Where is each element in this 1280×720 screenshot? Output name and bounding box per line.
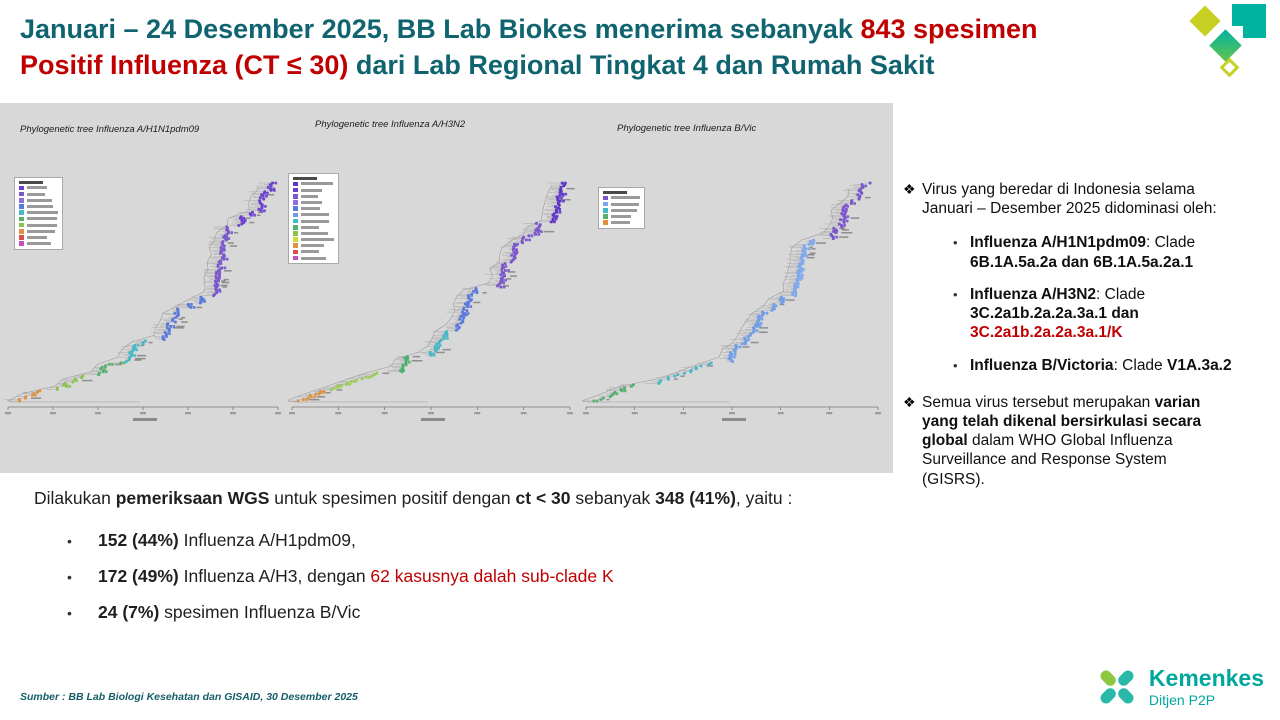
clade-value: 3C.2a1b.2a.2a.3a.1 dan bbox=[970, 305, 1139, 323]
kemenkes-subtitle: Ditjen P2P bbox=[1148, 692, 1216, 709]
institution-logo-icon bbox=[1189, 4, 1266, 78]
clade-sep: : Clade bbox=[1113, 356, 1167, 374]
clade-name: Influenza A/H1N1pdm09 bbox=[970, 234, 1146, 252]
title-highlight-2: Positif Influenza (CT ≤ 30) bbox=[20, 49, 349, 80]
clade-name: Influenza B/Victoria bbox=[970, 356, 1114, 374]
wgs-seg-bold: pemeriksaan WGS bbox=[115, 488, 270, 508]
wgs-item-text: 152 (44%) Influenza A/H1pdm09, bbox=[98, 530, 356, 552]
gisrs-text: Semua virus tersebut merupakan varian ya… bbox=[922, 393, 1228, 489]
clade-text-h3n2: Influenza A/H3N2: Clade 3C.2a1b.2a.2a.3a… bbox=[970, 285, 1242, 343]
clade-value: 6B.1A.5a.2a dan 6B.1A.5a.2a.1 bbox=[970, 253, 1194, 271]
kemenkes-name: Kemenkes bbox=[1148, 664, 1264, 691]
wgs-item-list: • 152 (44%) Influenza A/H1pdm09, • 172 (… bbox=[34, 530, 879, 624]
wgs-seg-bold: 348 (41%) bbox=[655, 488, 736, 508]
kemenkes-wordmark: Kemenkes Ditjen P2P bbox=[1149, 666, 1264, 708]
wgs-section: Dilakukan pemeriksaan WGS untuk spesimen… bbox=[34, 487, 879, 638]
diamond-bullet-icon: ❖ bbox=[903, 181, 916, 197]
kemenkes-logo-icon bbox=[1100, 670, 1134, 704]
wgs-seg: , yaitu : bbox=[735, 488, 793, 508]
clade-item-h3n2: • Influenza A/H3N2: Clade 3C.2a1b.2a.2a.… bbox=[953, 285, 1255, 343]
tree-label-h1n1: Phylogenetic tree Influenza A/H1N1pdm09 bbox=[20, 124, 200, 135]
wgs-intro: Dilakukan pemeriksaan WGS untuk spesimen… bbox=[34, 487, 879, 510]
phylogenetic-panel: Phylogenetic tree Influenza A/H1N1pdm09 … bbox=[0, 103, 893, 473]
phylo-tree-h1n1-figure bbox=[4, 181, 281, 421]
dot-bullet-icon: • bbox=[953, 286, 958, 302]
clade-name: Influenza A/H3N2 bbox=[970, 285, 1097, 303]
gisrs-seg-1: Semua virus tersebut merupakan bbox=[922, 393, 1155, 411]
clade-sep: : Clade bbox=[1146, 234, 1196, 252]
clade-text-h1n1: Influenza A/H1N1pdm09: Clade 6B.1A.5a.2a… bbox=[970, 233, 1242, 271]
wgs-item-text: 24 (7%) spesimen Influenza B/Vic bbox=[98, 602, 360, 624]
phylo-tree-bvic-figure bbox=[582, 181, 881, 421]
virus-summary-text: Virus yang beredar di Indonesia selama J… bbox=[922, 181, 1217, 218]
wgs-seg-bold: ct < 30 bbox=[515, 488, 571, 508]
clade-item-bvic: • Influenza B/Victoria: Clade V1A.3a.2 bbox=[953, 356, 1255, 375]
wgs-desc-highlight: 62 kasusnya dalah sub-clade K bbox=[370, 565, 614, 586]
wgs-seg: Dilakukan bbox=[34, 488, 116, 508]
tree-label-bvic: Phylogenetic tree Influenza B/Vic bbox=[617, 123, 757, 134]
dot-bullet-icon: • bbox=[953, 357, 958, 373]
wgs-item-text: 172 (49%) Influenza A/H3, dengan 62 kasu… bbox=[98, 566, 614, 588]
tree-legend bbox=[14, 177, 63, 250]
institution-logo bbox=[1188, 2, 1274, 87]
wgs-count: 152 (44%) bbox=[98, 529, 179, 550]
clade-value: V1A.3a.2 bbox=[1166, 356, 1232, 374]
clade-item-h1n1: • Influenza A/H1N1pdm09: Clade 6B.1A.5a.… bbox=[953, 233, 1255, 271]
phylo-tree-h3n2-figure bbox=[288, 181, 575, 421]
dot-bullet-icon: • bbox=[953, 235, 958, 251]
wgs-desc: spesimen Influenza B/Vic bbox=[159, 601, 361, 622]
wgs-seg: untuk spesimen positif dengan bbox=[269, 488, 516, 508]
wgs-count: 24 (7%) bbox=[98, 601, 160, 622]
wgs-count: 172 (49%) bbox=[98, 565, 179, 586]
dot-bullet-icon: • bbox=[67, 604, 72, 621]
gisrs-seg-2: dalam WHO Global Influenza Surveillance … bbox=[922, 432, 1173, 488]
source-note: Sumber : BB Lab Biologi Kesehatan dan GI… bbox=[20, 691, 358, 703]
wgs-item-h1: • 152 (44%) Influenza A/H1pdm09, bbox=[34, 530, 879, 552]
gisrs-seg-bold: varian yang telah dikenal bersirkulasi s… bbox=[922, 393, 1202, 450]
tree-legend bbox=[598, 187, 645, 229]
kemenkes-logo: Kemenkes Ditjen P2P bbox=[1094, 664, 1264, 710]
tree-legend bbox=[288, 173, 339, 265]
dot-bullet-icon: • bbox=[67, 568, 72, 585]
title-text-2: dari Lab Regional Tingkat 4 dan Rumah Sa… bbox=[348, 49, 935, 80]
wgs-seg: sebanyak bbox=[570, 488, 656, 508]
wgs-item-h3: • 172 (49%) Influenza A/H3, dengan 62 ka… bbox=[34, 566, 879, 588]
virus-summary-bullet: ❖ Virus yang beredar di Indonesia selama… bbox=[903, 180, 1255, 218]
wgs-desc: Influenza A/H3, dengan bbox=[178, 565, 371, 586]
gisrs-bullet: ❖ Semua virus tersebut merupakan varian … bbox=[903, 393, 1255, 489]
tree-label-h3n2: Phylogenetic tree Influenza A/H3N2 bbox=[315, 119, 466, 130]
summary-panel: ❖ Virus yang beredar di Indonesia selama… bbox=[903, 180, 1255, 489]
slide-title: Januari – 24 Desember 2025, BB Lab Bioke… bbox=[20, 12, 1185, 83]
wgs-desc: Influenza A/H1pdm09, bbox=[178, 529, 356, 550]
title-highlight-1: 843 spesimen bbox=[860, 14, 1038, 44]
title-text-1: Januari – 24 Desember 2025, BB Lab Bioke… bbox=[20, 14, 861, 44]
wgs-item-bvic: • 24 (7%) spesimen Influenza B/Vic bbox=[34, 602, 879, 624]
clade-text-bvic: Influenza B/Victoria: Clade V1A.3a.2 bbox=[970, 356, 1242, 375]
clade-value-highlight: 3C.2a1b.2a.2a.3a.1/K bbox=[970, 324, 1123, 342]
diamond-bullet-icon: ❖ bbox=[903, 393, 916, 410]
dot-bullet-icon: • bbox=[67, 532, 72, 549]
clade-sep: : Clade bbox=[1096, 285, 1146, 303]
clade-list: • Influenza A/H1N1pdm09: Clade 6B.1A.5a.… bbox=[953, 233, 1255, 374]
